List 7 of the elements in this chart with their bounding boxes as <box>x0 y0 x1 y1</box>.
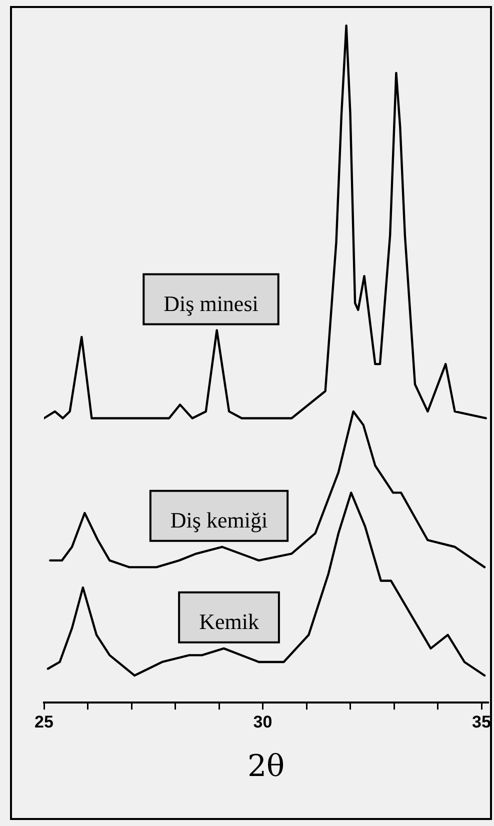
x-tick-label: 35 <box>472 712 491 732</box>
series-label: Diş minesi <box>164 291 258 316</box>
series-label: Diş kemiği <box>170 508 268 533</box>
x-tick-label: 30 <box>253 712 272 732</box>
series-label: Kemik <box>199 609 259 634</box>
x-axis-title: 2θ <box>247 748 285 784</box>
x-tick-label: 25 <box>34 712 54 732</box>
